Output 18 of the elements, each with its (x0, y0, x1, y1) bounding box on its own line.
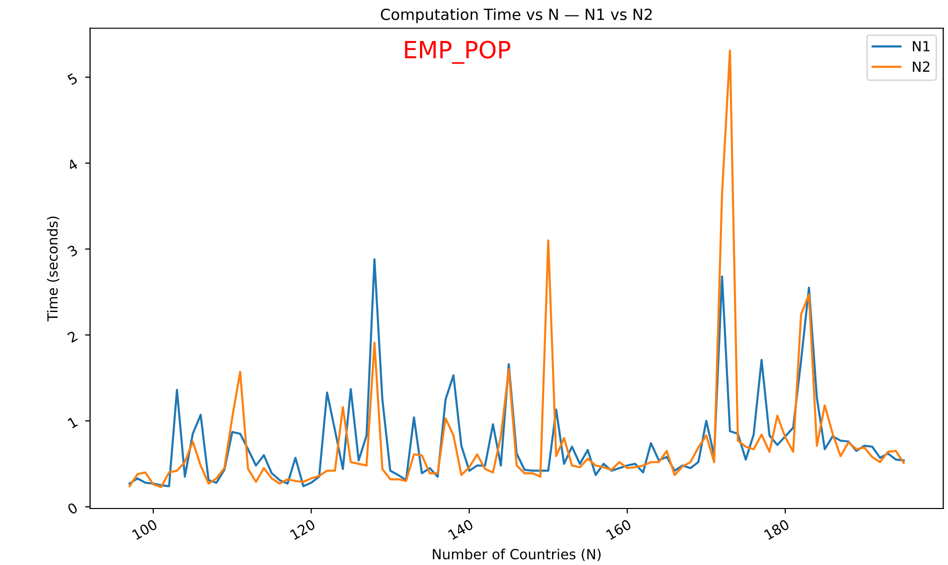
chart-title: Computation Time vs N — N1 vs N2 (380, 8, 652, 24)
x-tick-label: 160 (606, 518, 632, 540)
y-tick-label: 1 (68, 416, 78, 428)
annotation: EMP_POP (405, 40, 510, 64)
x-tick-label: 100 (132, 518, 158, 540)
y-tick-label: 3 (67, 244, 78, 257)
legend-label: N2 (912, 61, 930, 72)
y-tick-label: 5 (67, 72, 78, 86)
legend-label: N1 (912, 41, 930, 52)
x-tick-label: 140 (448, 518, 474, 540)
line-series (128, 258, 905, 488)
y-tick-label: 2 (66, 330, 78, 343)
y-tick-label: 4 (66, 158, 78, 172)
x-tick-label: 180 (764, 518, 790, 540)
x-tick-label: 120 (290, 518, 316, 540)
y-tick-label: 0 (66, 502, 78, 515)
y-axis-title: Time (seconds) (46, 216, 60, 322)
x-axis-title: Number of Countries (N) (432, 548, 601, 562)
